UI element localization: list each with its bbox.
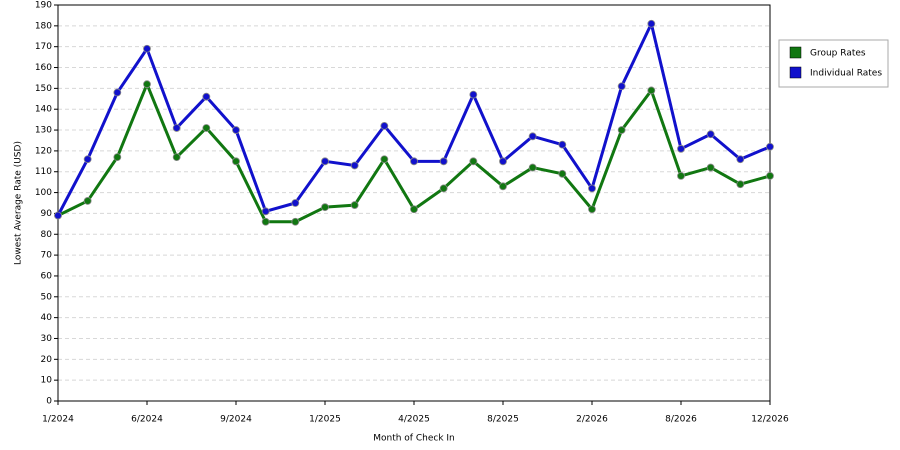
data-point (677, 172, 685, 180)
data-point (350, 201, 359, 209)
y-tick-label: 190 (35, 1, 52, 11)
y-tick-label: 40 (41, 313, 53, 323)
data-point (499, 157, 507, 166)
data-point (647, 19, 656, 28)
y-tick-label: 180 (35, 21, 52, 31)
data-point (54, 211, 62, 220)
data-point (617, 126, 626, 134)
data-point (202, 92, 211, 101)
data-point (202, 124, 211, 132)
data-point (558, 169, 567, 178)
y-tick-label: 80 (41, 230, 53, 240)
x-axis-title: Month of Check In (373, 434, 455, 444)
data-point (766, 172, 774, 180)
data-point (617, 82, 626, 91)
x-tick-label: 1/2025 (309, 415, 341, 425)
data-point (113, 88, 122, 97)
data-point (172, 153, 181, 162)
data-point (291, 199, 300, 207)
data-point (736, 180, 745, 189)
y-tick-label: 140 (35, 105, 52, 115)
data-point (321, 157, 329, 166)
y-tick-label: 130 (35, 126, 52, 136)
data-point (291, 217, 300, 226)
data-point (647, 86, 656, 95)
y-tick-label: 50 (41, 292, 53, 302)
data-point (499, 182, 507, 191)
y-tick-label: 120 (35, 146, 52, 156)
legend-label: Group Rates (810, 49, 866, 59)
data-point (232, 157, 240, 166)
y-tick-label: 100 (35, 188, 52, 198)
plot-frame (57, 4, 771, 402)
data-point (143, 44, 151, 53)
y-axis-title: Lowest Average Rate (USD) (14, 141, 24, 265)
data-point (469, 90, 478, 99)
y-tick-label: 170 (35, 42, 52, 52)
data-point (113, 153, 122, 162)
data-point (469, 157, 478, 166)
x-tick-label: 4/2025 (398, 415, 430, 425)
x-tick-label: 12/2026 (751, 415, 789, 425)
data-point (528, 163, 537, 172)
data-point (350, 161, 359, 170)
x-tick-label: 8/2025 (487, 415, 519, 425)
legend-swatch (789, 66, 802, 79)
data-point (143, 80, 151, 89)
series-line (56, 22, 771, 217)
series-line (57, 82, 771, 224)
data-point (677, 144, 685, 153)
y-tick-label: 10 (41, 376, 53, 386)
legend-label: Individual Rates (810, 69, 882, 79)
data-point (261, 217, 270, 226)
x-tick-label: 2/2026 (576, 415, 608, 425)
data-point (380, 121, 389, 130)
data-point (83, 197, 92, 205)
data-point (736, 155, 745, 164)
y-tick-label: 160 (35, 63, 52, 73)
y-tick-label: 60 (41, 271, 53, 281)
y-tick-label: 110 (35, 167, 52, 177)
data-point (439, 157, 448, 166)
data-point (558, 140, 567, 149)
y-tick-label: 0 (46, 397, 52, 407)
y-tick-label: 150 (35, 84, 52, 94)
data-point (706, 130, 715, 139)
data-point (588, 205, 596, 214)
data-point (321, 203, 329, 212)
data-point (528, 132, 537, 141)
data-point (588, 184, 596, 193)
data-point (232, 126, 240, 134)
x-tick-label: 9/2024 (220, 415, 252, 425)
data-point (172, 124, 181, 132)
x-tick-label: 6/2024 (131, 415, 163, 425)
data-point (380, 155, 389, 164)
y-tick-label: 70 (41, 251, 53, 261)
x-tick-label: 8/2026 (665, 415, 697, 425)
data-point (439, 184, 448, 193)
x-tick-label: 1/2024 (42, 415, 74, 425)
data-point (410, 205, 418, 214)
data-point (766, 142, 774, 151)
legend-swatch (789, 46, 802, 59)
data-point (261, 207, 270, 216)
data-point (410, 157, 418, 166)
y-tick-label: 20 (41, 355, 53, 365)
y-tick-label: 90 (41, 209, 53, 219)
data-point (706, 163, 715, 172)
y-tick-label: 30 (41, 334, 53, 344)
data-point (83, 155, 92, 164)
